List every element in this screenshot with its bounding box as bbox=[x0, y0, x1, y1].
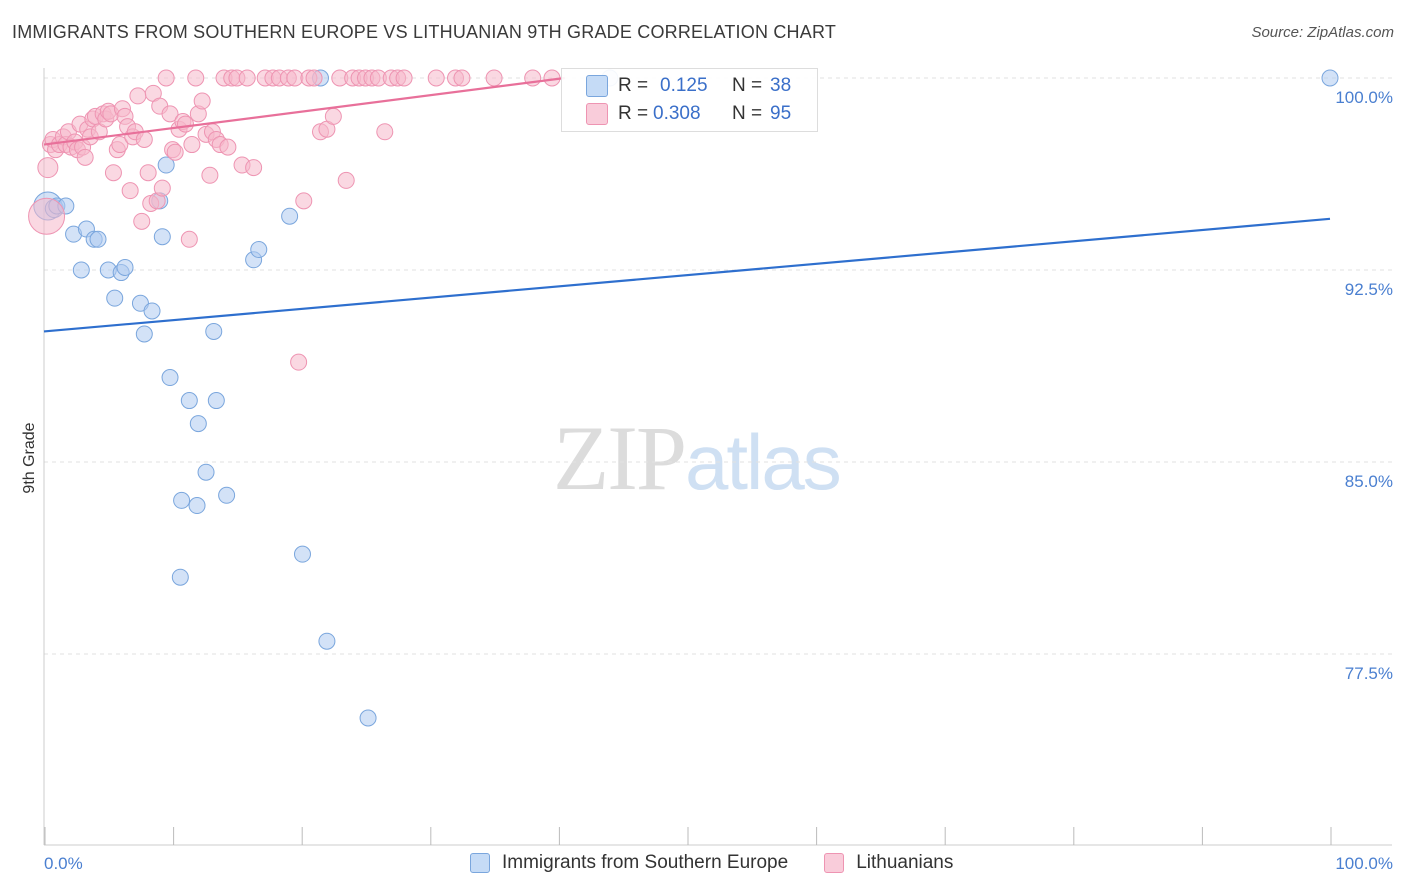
point-lithuanians bbox=[135, 130, 153, 148]
point-southern-europe bbox=[197, 463, 215, 481]
trendline-southern-europe bbox=[43, 217, 1331, 333]
point-lithuanians bbox=[176, 115, 194, 133]
stats-legend: R = 0.125 N = 38 R = 0.308 N = 95 bbox=[561, 68, 818, 132]
point-lithuanians bbox=[286, 69, 304, 87]
point-southern-europe bbox=[157, 156, 175, 174]
series1-r-label: R = bbox=[618, 75, 649, 96]
point-lithuanians bbox=[157, 69, 175, 87]
point-lithuanians bbox=[193, 92, 211, 110]
y-tick-label: 92.5% bbox=[1345, 280, 1393, 299]
x-tick-label: 100.0% bbox=[1335, 854, 1393, 873]
y-tick-label: 77.5% bbox=[1345, 664, 1393, 683]
bottom-legend: Immigrants from Southern Europe Lithuani… bbox=[470, 852, 989, 874]
source-label: Source: ZipAtlas.com bbox=[1251, 24, 1394, 41]
point-lithuanians bbox=[37, 157, 59, 179]
point-lithuanians bbox=[111, 136, 129, 154]
point-southern-europe bbox=[293, 545, 311, 563]
series1-n-label: N = bbox=[732, 75, 763, 96]
point-lithuanians bbox=[485, 69, 503, 87]
point-southern-europe bbox=[281, 207, 299, 225]
series2-swatch bbox=[586, 103, 608, 125]
legend-label-series2: Lithuanians bbox=[856, 852, 954, 873]
point-lithuanians bbox=[337, 171, 355, 189]
point-lithuanians bbox=[427, 69, 445, 87]
trend-lines bbox=[43, 76, 1331, 333]
point-southern-europe bbox=[189, 415, 207, 433]
point-lithuanians bbox=[121, 182, 139, 200]
point-southern-europe bbox=[135, 325, 153, 343]
legend-label-series1: Immigrants from Southern Europe bbox=[502, 852, 789, 873]
point-southern-europe bbox=[1321, 69, 1339, 87]
point-lithuanians bbox=[153, 179, 171, 197]
point-lithuanians bbox=[395, 69, 413, 87]
legend-swatch-series2 bbox=[824, 853, 845, 873]
point-southern-europe bbox=[218, 486, 236, 504]
legend-item-series1[interactable]: Immigrants from Southern Europe bbox=[470, 852, 788, 874]
point-southern-europe bbox=[250, 241, 268, 259]
y-axis-title: 9th Grade bbox=[21, 422, 38, 493]
point-lithuanians bbox=[76, 148, 94, 166]
point-southern-europe bbox=[318, 632, 336, 650]
series2-r-value: 0.308 bbox=[653, 103, 701, 124]
point-lithuanians bbox=[166, 143, 184, 161]
series2-n-value: 95 bbox=[770, 103, 792, 124]
point-lithuanians bbox=[133, 212, 151, 230]
x-tick-label: 0.0% bbox=[44, 854, 83, 873]
point-southern-europe bbox=[116, 258, 134, 276]
point-southern-europe bbox=[106, 289, 124, 307]
point-southern-europe bbox=[143, 302, 161, 320]
point-lithuanians bbox=[129, 87, 147, 105]
point-lithuanians bbox=[28, 197, 66, 235]
point-southern-europe bbox=[72, 261, 90, 279]
point-southern-europe bbox=[359, 709, 377, 727]
point-lithuanians bbox=[219, 138, 237, 156]
data-points bbox=[28, 69, 1339, 727]
point-southern-europe bbox=[188, 497, 206, 515]
point-lithuanians bbox=[161, 105, 179, 123]
point-lithuanians bbox=[187, 69, 205, 87]
y-tick-label: 100.0% bbox=[1335, 88, 1393, 107]
series1-r-value: 0.125 bbox=[660, 75, 708, 96]
point-lithuanians bbox=[183, 136, 201, 154]
point-lithuanians bbox=[290, 353, 308, 371]
point-southern-europe bbox=[153, 228, 171, 246]
point-southern-europe bbox=[171, 568, 189, 586]
point-lithuanians bbox=[453, 69, 471, 87]
point-lithuanians bbox=[376, 123, 394, 141]
axes bbox=[43, 68, 1392, 846]
point-lithuanians bbox=[139, 164, 157, 182]
point-southern-europe bbox=[161, 369, 179, 387]
chart-title: IMMIGRANTS FROM SOUTHERN EUROPE VS LITHU… bbox=[12, 22, 837, 42]
series2-r-label: R = bbox=[618, 103, 649, 124]
point-lithuanians bbox=[104, 164, 122, 182]
series1-swatch bbox=[586, 75, 608, 97]
legend-swatch-series1 bbox=[470, 853, 490, 873]
trendline-lithuanians bbox=[43, 76, 565, 146]
point-southern-europe bbox=[205, 322, 223, 340]
watermark-zip: ZIP bbox=[553, 407, 687, 509]
tick-labels: 100.0% 92.5% 85.0% 77.5% 0.0% 100.0% 9th Grade bbox=[21, 88, 1393, 873]
point-lithuanians bbox=[245, 159, 263, 177]
legend-item-series2[interactable]: Lithuanians bbox=[824, 852, 953, 874]
point-lithuanians bbox=[201, 166, 219, 184]
series2-n-label: N = bbox=[732, 103, 763, 124]
point-southern-europe bbox=[89, 230, 107, 248]
point-lithuanians bbox=[295, 192, 313, 210]
point-lithuanians bbox=[305, 69, 323, 87]
point-lithuanians bbox=[238, 69, 256, 87]
point-southern-europe bbox=[173, 491, 191, 509]
series1-n-value: 38 bbox=[770, 75, 792, 96]
point-lithuanians bbox=[180, 230, 198, 248]
point-southern-europe bbox=[180, 392, 198, 410]
point-lithuanians bbox=[324, 107, 342, 125]
point-southern-europe bbox=[207, 392, 225, 410]
y-tick-label: 85.0% bbox=[1345, 472, 1393, 491]
